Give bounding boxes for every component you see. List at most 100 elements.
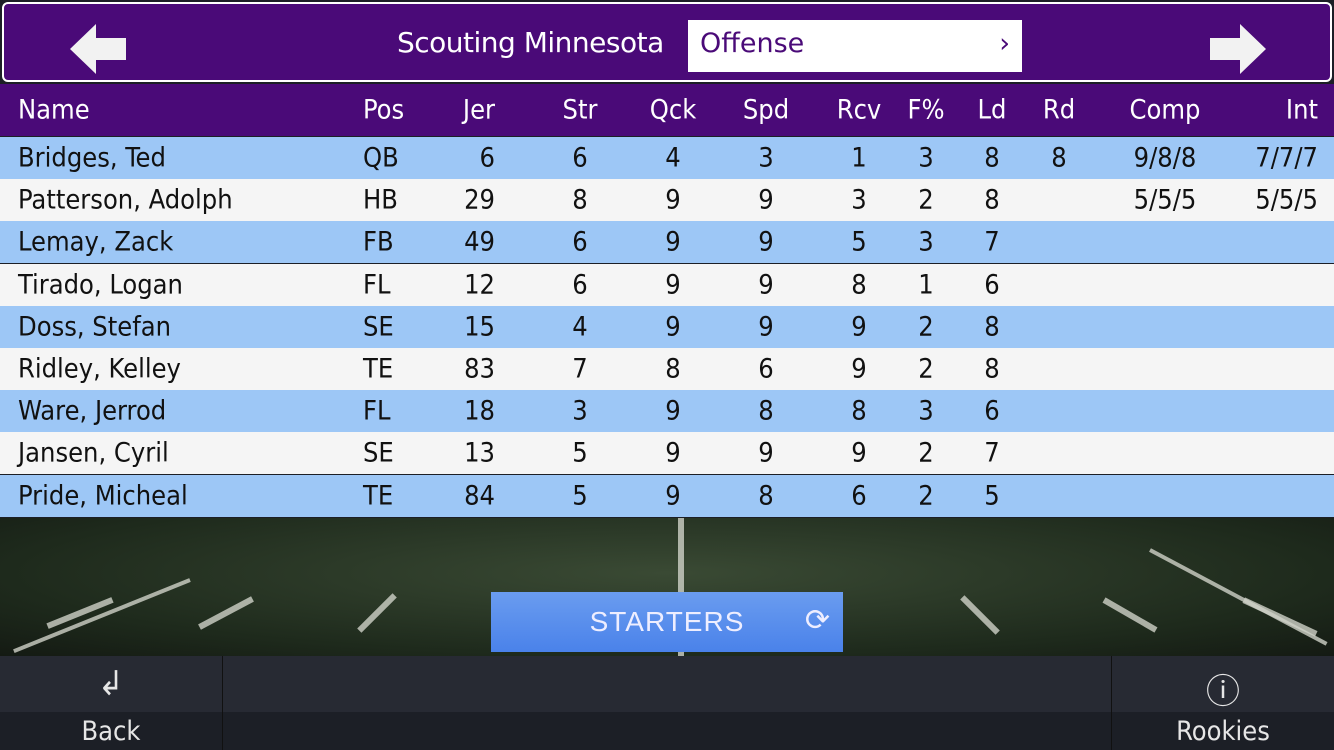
cell-pos: TE [363,480,394,512]
cell-str: 6 [572,269,588,301]
back-arrow-icon: ↲ [98,664,124,704]
page-title: Scouting Minnesota [397,26,664,59]
cell-jer: 49 [464,226,495,258]
cell-qck: 9 [665,311,681,343]
cell-spd: 9 [758,311,774,343]
cell-spd: 3 [758,142,774,174]
cell-rcv: 3 [851,184,867,216]
rookies-label: Rookies [1176,716,1270,747]
next-team-arrow-icon[interactable] [1208,24,1268,74]
player-row[interactable]: Pride, Micheal TE 84 5 9 8 6 2 5 [0,474,1334,517]
unit-selector[interactable]: Offense › [688,20,1022,72]
column-header-4[interactable]: Qck [649,94,697,126]
cell-qck: 9 [665,395,681,427]
cell-fpct: 2 [918,437,934,469]
cell-ld: 8 [984,311,1000,343]
player-row[interactable]: Ware, Jerrod FL 18 3 9 8 8 3 6 [0,390,1334,433]
column-header-2[interactable]: Jer [462,94,495,126]
cell-pos: FL [363,269,391,301]
cell-rcv: 8 [851,395,867,427]
cell-str: 6 [572,226,588,258]
cell-ld: 8 [984,184,1000,216]
cell-name: Patterson, Adolph [18,184,233,216]
cell-fpct: 1 [918,269,934,301]
cell-str: 7 [572,353,588,385]
column-header-6[interactable]: Rcv [836,94,882,126]
player-row[interactable]: Lemay, Zack FB 49 6 9 9 5 3 7 [0,221,1334,264]
cell-fpct: 2 [918,480,934,512]
cell-rcv: 8 [851,269,867,301]
cell-name: Ware, Jerrod [18,395,167,427]
cell-jer: 29 [464,184,495,216]
starters-button[interactable]: STARTERS ⟳ [491,592,843,652]
cell-str: 4 [572,311,588,343]
cell-ld: 7 [984,437,1000,469]
cell-fpct: 2 [918,353,934,385]
cell-pos: QB [363,142,399,174]
cell-pos: FB [363,226,394,258]
cell-comp: 9/8/8 [1133,142,1197,174]
column-header-8[interactable]: Ld [977,94,1007,126]
cell-name: Ridley, Kelley [18,353,181,385]
cell-qck: 9 [665,226,681,258]
cell-rcv: 9 [851,311,867,343]
rookies-button[interactable]: ⓘ Rookies [1112,656,1334,750]
column-header-1[interactable]: Pos [363,94,405,126]
column-header-11[interactable]: Int [1285,94,1318,126]
player-row[interactable]: Patterson, Adolph HB 29 8 9 9 3 2 8 5/5/5 5/5/5 [0,179,1334,222]
player-row[interactable]: Tirado, Logan FL 12 6 9 9 8 1 6 [0,263,1334,306]
cell-rcv: 9 [851,437,867,469]
cell-spd: 9 [758,226,774,258]
cell-spd: 9 [758,437,774,469]
cell-rcv: 1 [851,142,867,174]
cell-spd: 8 [758,480,774,512]
player-row[interactable]: Bridges, Ted QB 6 6 4 3 1 3 8 8 9/8/8 7/7/7 [0,137,1334,179]
cell-ld: 5 [984,480,1000,512]
column-header-3[interactable]: Str [562,94,598,126]
cell-ld: 8 [984,142,1000,174]
cell-pos: SE [363,437,394,469]
column-header-10[interactable]: Comp [1129,94,1201,126]
cell-spd: 8 [758,395,774,427]
bottom-nav: ↲ Back ⓘ Rookies [0,656,1334,750]
cell-rd: 8 [1051,142,1067,174]
info-icon: ⓘ [1206,672,1240,712]
cell-jer: 6 [479,142,495,174]
cell-spd: 9 [758,269,774,301]
unit-selector-value: Offense [700,28,805,59]
cell-fpct: 2 [918,184,934,216]
column-header-5[interactable]: Spd [742,94,790,126]
player-row[interactable]: Ridley, Kelley TE 83 7 8 6 9 2 8 [0,348,1334,390]
column-header-0[interactable]: Name [18,94,90,126]
chevron-right-icon: › [999,28,1010,59]
cell-rcv: 9 [851,353,867,385]
cell-int: 5/5/5 [1255,184,1318,216]
cell-jer: 12 [464,269,495,301]
player-row[interactable]: Doss, Stefan SE 15 4 9 9 9 2 8 [0,305,1334,348]
column-header-7[interactable]: F% [907,94,945,126]
cell-fpct: 3 [918,142,934,174]
cell-ld: 8 [984,353,1000,385]
cell-spd: 6 [758,353,774,385]
cell-fpct: 2 [918,311,934,343]
cell-rcv: 5 [851,226,867,258]
back-button[interactable]: ↲ Back [0,656,222,750]
cell-qck: 9 [665,437,681,469]
cell-jer: 15 [464,311,495,343]
starters-label: STARTERS [589,606,745,637]
previous-team-arrow-icon[interactable] [68,24,128,74]
cell-jer: 18 [464,395,495,427]
top-bar: Scouting Minnesota Offense › [2,2,1332,82]
cell-ld: 6 [984,395,1000,427]
cell-str: 5 [572,480,588,512]
column-header-9[interactable]: Rd [1042,94,1076,126]
cell-name: Pride, Micheal [18,480,188,512]
cell-spd: 9 [758,184,774,216]
cell-name: Lemay, Zack [18,226,174,258]
player-row[interactable]: Jansen, Cyril SE 13 5 9 9 9 2 7 [0,432,1334,475]
cell-str: 5 [572,437,588,469]
cell-str: 8 [572,184,588,216]
cell-pos: HB [363,184,398,216]
cell-jer: 83 [464,353,495,385]
cell-name: Doss, Stefan [18,311,172,343]
